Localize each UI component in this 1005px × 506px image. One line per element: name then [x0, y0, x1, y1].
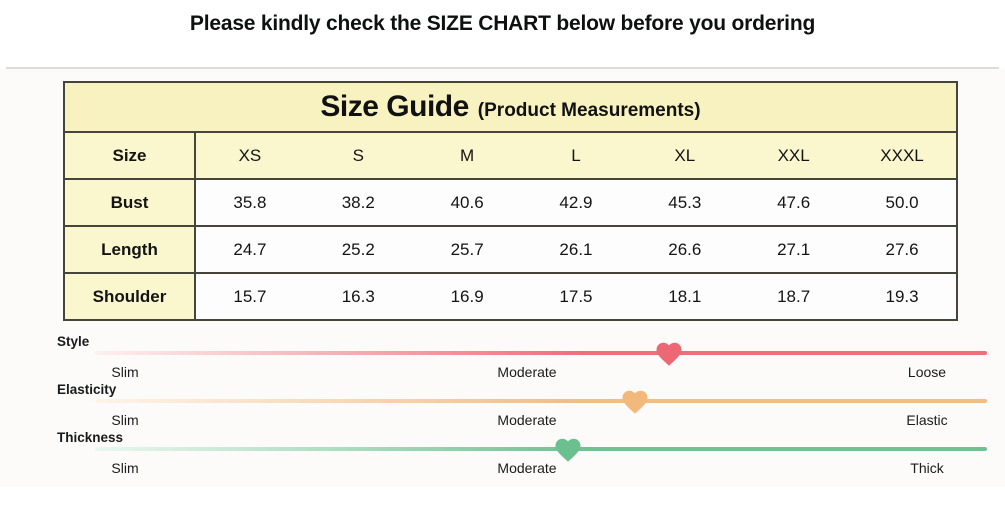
cell-shoulder-m: 16.9 — [412, 272, 522, 320]
slider-style-track — [95, 342, 987, 366]
table-row-shoulder: Shoulder 15.7 16.3 16.9 17.5 18.1 18.7 1… — [64, 272, 957, 320]
slider-style-label-left: Slim — [111, 364, 139, 380]
slider-elasticity-label-left: Slim — [111, 412, 139, 428]
cell-length-xxxl: 27.6 — [848, 225, 957, 273]
slider-style-title: Style — [57, 334, 90, 349]
heart-marker-icon — [656, 342, 682, 366]
slider-elasticity-title: Elasticity — [57, 382, 117, 397]
heart-marker-icon — [555, 438, 581, 462]
col-header-l: L — [521, 131, 631, 179]
col-header-xl: XL — [630, 131, 740, 179]
cell-bust-xs: 35.8 — [195, 178, 304, 226]
cell-bust-xxxl: 50.0 — [848, 178, 957, 226]
cell-length-xs: 24.7 — [195, 225, 304, 273]
row-label-bust: Bust — [64, 178, 196, 226]
slider-thickness-label-mid: Moderate — [497, 460, 557, 476]
size-guide-header: Size Guide (Product Measurements) — [64, 81, 957, 132]
cell-shoulder-l: 17.5 — [521, 272, 631, 320]
slider-thickness-title: Thickness — [57, 430, 124, 445]
col-header-xxl: XXL — [739, 131, 849, 179]
cell-length-xxl: 27.1 — [739, 225, 849, 273]
slider-style-label-right: Loose — [907, 364, 947, 380]
cell-bust-xxl: 47.6 — [739, 178, 849, 226]
cell-shoulder-xxxl: 19.3 — [848, 272, 957, 320]
slider-thickness-label-right: Thick — [910, 460, 944, 476]
page-title: Please kindly check the SIZE CHART below… — [189, 12, 816, 35]
cell-bust-xl: 45.3 — [630, 178, 740, 226]
cell-length-l: 26.1 — [521, 225, 631, 273]
slider-style-label-mid: Moderate — [497, 364, 557, 380]
cell-bust-l: 42.9 — [521, 178, 631, 226]
row-label-length: Length — [64, 225, 196, 273]
slider-style: Style Slim Moderate Loose — [0, 334, 1005, 382]
row-label-shoulder: Shoulder — [64, 272, 196, 320]
slider-elasticity: Elasticity Slim Moderate Elastic — [0, 382, 1005, 430]
table-row-length: Length 24.7 25.2 25.7 26.1 26.6 27.1 27.… — [64, 225, 957, 273]
divider-line — [6, 67, 999, 69]
cell-bust-m: 40.6 — [412, 178, 522, 226]
table-row-bust: Bust 35.8 38.2 40.6 42.9 45.3 47.6 50.0 — [64, 178, 957, 226]
cell-shoulder-xl: 18.1 — [630, 272, 740, 320]
heart-marker-icon — [622, 390, 648, 414]
cell-shoulder-xxl: 18.7 — [739, 272, 849, 320]
col-header-s: S — [303, 131, 413, 179]
cell-shoulder-xs: 15.7 — [195, 272, 304, 320]
cell-bust-s: 38.2 — [303, 178, 413, 226]
cell-length-xl: 26.6 — [630, 225, 740, 273]
size-guide-subtitle: (Product Measurements) — [477, 100, 701, 121]
slider-elasticity-track — [95, 390, 987, 414]
cell-shoulder-s: 16.3 — [303, 272, 413, 320]
slider-thickness-label-left: Slim — [111, 460, 139, 476]
slider-thickness: Thickness Slim Moderate Thick — [0, 430, 1005, 478]
col-header-m: M — [412, 131, 522, 179]
col-header-xxxl: XXXL — [848, 131, 957, 179]
size-guide-table: Size Guide (Product Measurements) Size XS… — [63, 81, 958, 321]
slider-elasticity-label-right: Elastic — [906, 412, 948, 428]
size-guide-title: Size Guide — [320, 90, 469, 123]
table-title-row: Size Guide (Product Measurements) — [64, 81, 957, 132]
slider-thickness-track — [95, 438, 987, 462]
col-header-xs: XS — [195, 131, 304, 179]
col-header-size: Size — [64, 131, 196, 179]
cell-length-m: 25.7 — [412, 225, 522, 273]
cell-length-s: 25.2 — [303, 225, 413, 273]
slider-elasticity-label-mid: Moderate — [497, 412, 557, 428]
size-header-row: Size XS S M L XL XXL XXXL — [64, 131, 957, 179]
